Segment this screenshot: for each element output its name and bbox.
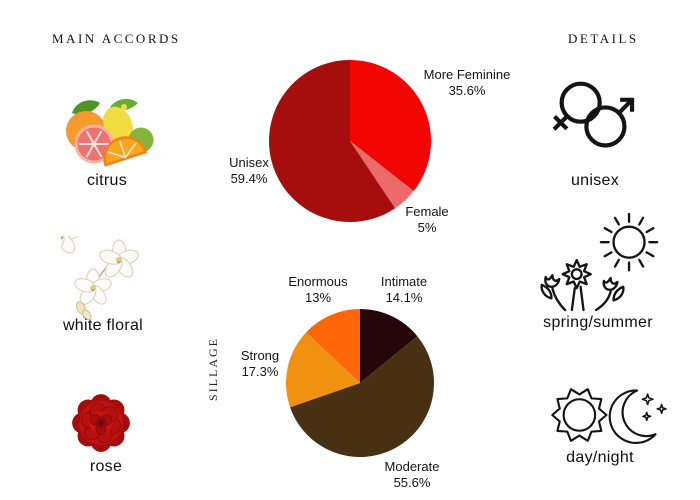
pie-label-intimate: Intimate 14.1% — [369, 274, 439, 305]
slice-name: Intimate — [380, 274, 428, 289]
pie-label-unisex: Unisex 59.4% — [218, 155, 280, 186]
white-floral-image — [61, 236, 147, 320]
detail-label-unisex: unisex — [570, 172, 620, 189]
slice-pct: 5% — [417, 219, 437, 235]
slice-pct: 13% — [304, 289, 332, 305]
pie-slice-moderate — [290, 336, 434, 457]
slice-name: Enormous — [288, 274, 348, 289]
slice-name: Female — [405, 204, 449, 219]
unisex-gender-icon — [546, 77, 642, 155]
pie-slice-intimate — [360, 309, 418, 383]
sun-icon — [599, 213, 659, 272]
pie-slice-enormous — [306, 309, 360, 383]
detail-label-spring-summer: spring/summer — [543, 314, 653, 331]
sun-icon — [551, 388, 608, 442]
day-night-icon — [544, 380, 676, 450]
gender-pie-chart — [269, 60, 431, 222]
slice-name: Unisex — [229, 155, 269, 170]
sillage-pie-chart — [286, 309, 434, 457]
rose-image — [65, 388, 137, 458]
slice-pct: 59.4% — [230, 170, 268, 186]
slice-name: Strong — [240, 348, 280, 363]
pie-slice-more-feminine — [350, 60, 431, 192]
details-title: DETAILS — [568, 31, 639, 46]
pie-slice-unisex — [269, 60, 396, 222]
female-symbol-circle — [559, 81, 602, 124]
slice-pct: 35.6% — [448, 82, 486, 98]
accord-label-white-floral: white floral — [62, 317, 144, 334]
sillage-axis-label: SILLAGE — [206, 337, 220, 401]
main-accords-title: MAIN ACCORDS — [52, 31, 181, 46]
slice-pct: 14.1% — [385, 289, 423, 305]
accord-label-citrus: citrus — [86, 172, 128, 189]
pie-label-enormous: Enormous 13% — [283, 274, 353, 305]
slice-name: Moderate — [384, 459, 440, 474]
pie-label-strong: Strong 17.3% — [229, 348, 291, 379]
slice-pct: 17.3% — [241, 363, 279, 379]
pie-slice-strong — [286, 332, 360, 408]
male-symbol-circle — [584, 105, 627, 148]
slice-name: More Feminine — [423, 67, 511, 82]
citrus-image — [58, 95, 158, 171]
pie-label-moderate: Moderate 55.6% — [377, 459, 447, 490]
pie-label-female: Female 5% — [387, 204, 467, 235]
detail-label-day-night: day/night — [566, 449, 634, 466]
slice-pct: 55.6% — [393, 474, 431, 490]
moon-icon — [608, 389, 667, 445]
accord-label-rose: rose — [89, 458, 123, 475]
pie-slice-female — [350, 141, 414, 209]
flowers-icon — [540, 258, 625, 312]
spring-summer-icon — [536, 213, 662, 313]
pie-label-more-feminine: More Feminine 35.6% — [400, 67, 534, 98]
